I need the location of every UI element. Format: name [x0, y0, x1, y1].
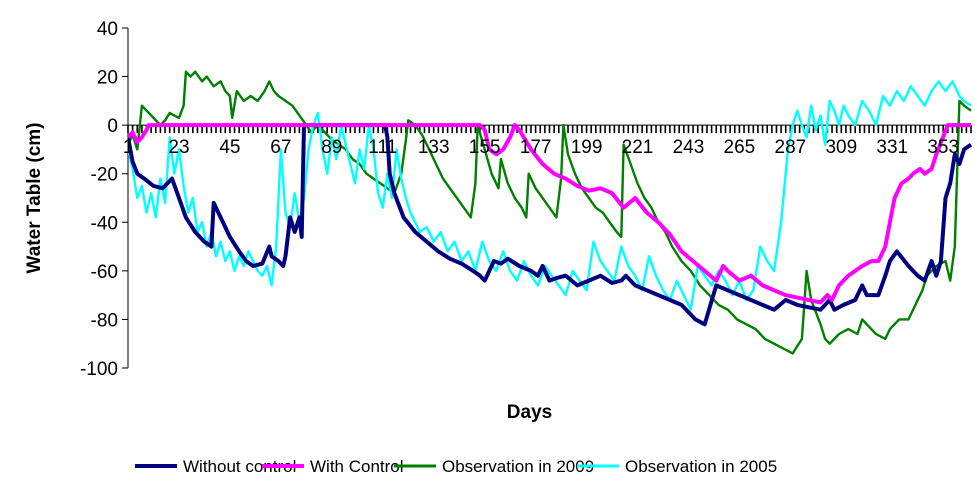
- y-tick-label: -40: [91, 213, 118, 234]
- legend-item: Observation in 2009: [394, 457, 594, 476]
- y-tick-label: -80: [91, 310, 118, 331]
- x-day-ticks: [127, 125, 972, 134]
- legend: Without control With Control Observation i…: [135, 457, 777, 476]
- axes: [122, 27, 972, 369]
- y-tick-label: 40: [97, 19, 118, 40]
- y-tick-label: -100: [80, 359, 118, 380]
- legend-label: Observation in 2005: [625, 457, 777, 476]
- x-tick-label: 331: [876, 137, 908, 158]
- x-tick-label: 23: [168, 137, 189, 158]
- x-tick-label: 221: [622, 137, 654, 158]
- x-tick-label: 1: [123, 137, 134, 158]
- y-axis-title: Water Table (cm): [24, 123, 45, 274]
- x-tick-label: 67: [270, 137, 291, 158]
- y-tick-label: -20: [91, 165, 118, 186]
- legend-item: With Control: [262, 457, 404, 476]
- legend-label: Observation in 2009: [442, 457, 594, 476]
- y-tick-label: 20: [97, 68, 118, 89]
- series-line-without-control: [128, 123, 973, 327]
- x-tick-label: 89: [321, 137, 342, 158]
- legend-label: Without control: [183, 457, 296, 476]
- series-line-with-control: [128, 123, 971, 305]
- series-layer: [128, 70, 973, 355]
- x-tick-label: 133: [418, 137, 450, 158]
- x-tick-label: 287: [775, 137, 807, 158]
- legend-label: With Control: [310, 457, 404, 476]
- legend-item: Observation in 2005: [577, 457, 777, 476]
- x-tick-label: 177: [520, 137, 552, 158]
- y-tick-label: -60: [91, 262, 118, 283]
- series-line-observation-in-2005: [128, 80, 972, 311]
- x-tick-label: 155: [469, 137, 501, 158]
- x-tick-label: 111: [368, 137, 397, 158]
- y-tick-label: 0: [107, 116, 118, 137]
- series-line-observation-in-2009: [128, 70, 972, 355]
- legend-item: Without control: [135, 457, 296, 476]
- tick-labels: 40 20 0 -20 -40 -60 -80 -100 1 23 45 67 89 111 133 155 1…: [80, 19, 959, 380]
- x-tick-label: 243: [673, 137, 705, 158]
- x-tick-label: 309: [825, 137, 857, 158]
- x-tick-label: 199: [571, 137, 603, 158]
- x-axis-title: Days: [507, 402, 552, 423]
- x-tick-label: 353: [927, 137, 959, 158]
- x-tick-label: 45: [219, 137, 240, 158]
- x-tick-label: 265: [724, 137, 756, 158]
